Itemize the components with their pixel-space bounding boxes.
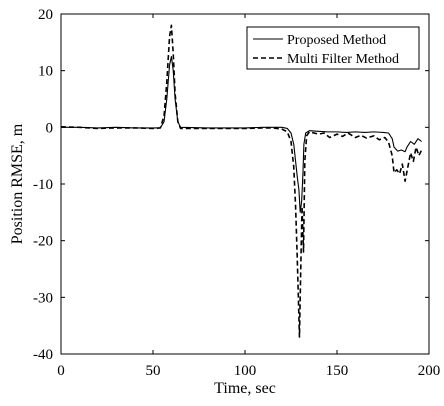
series-line-0 [61,55,422,213]
y-tick-label: -20 [33,234,53,250]
legend-box [246,26,420,70]
y-axis-label: Position RMSE, m [9,123,26,244]
y-tick-label: 0 [46,120,54,136]
x-tick-label: 50 [146,363,161,379]
legend: Proposed Method Multi Filter Method [246,26,420,70]
plot-layer [61,24,423,338]
y-tick-label: -30 [33,290,53,306]
y-tick-label: 20 [38,7,53,23]
legend-label-0: Proposed Method [287,33,386,48]
x-axis-label: Time, sec [214,380,276,397]
y-tick-label: -10 [33,177,53,193]
y-tick-label: 10 [38,64,53,80]
y-tick-label: -40 [33,347,53,363]
x-tick-label: 200 [418,363,441,379]
legend-label-1: Multi Filter Method [287,52,399,67]
x-tick-label: 150 [326,363,349,379]
x-tick-label: 0 [57,363,65,379]
series-line-1 [61,24,423,338]
x-tick-label: 100 [234,363,257,379]
